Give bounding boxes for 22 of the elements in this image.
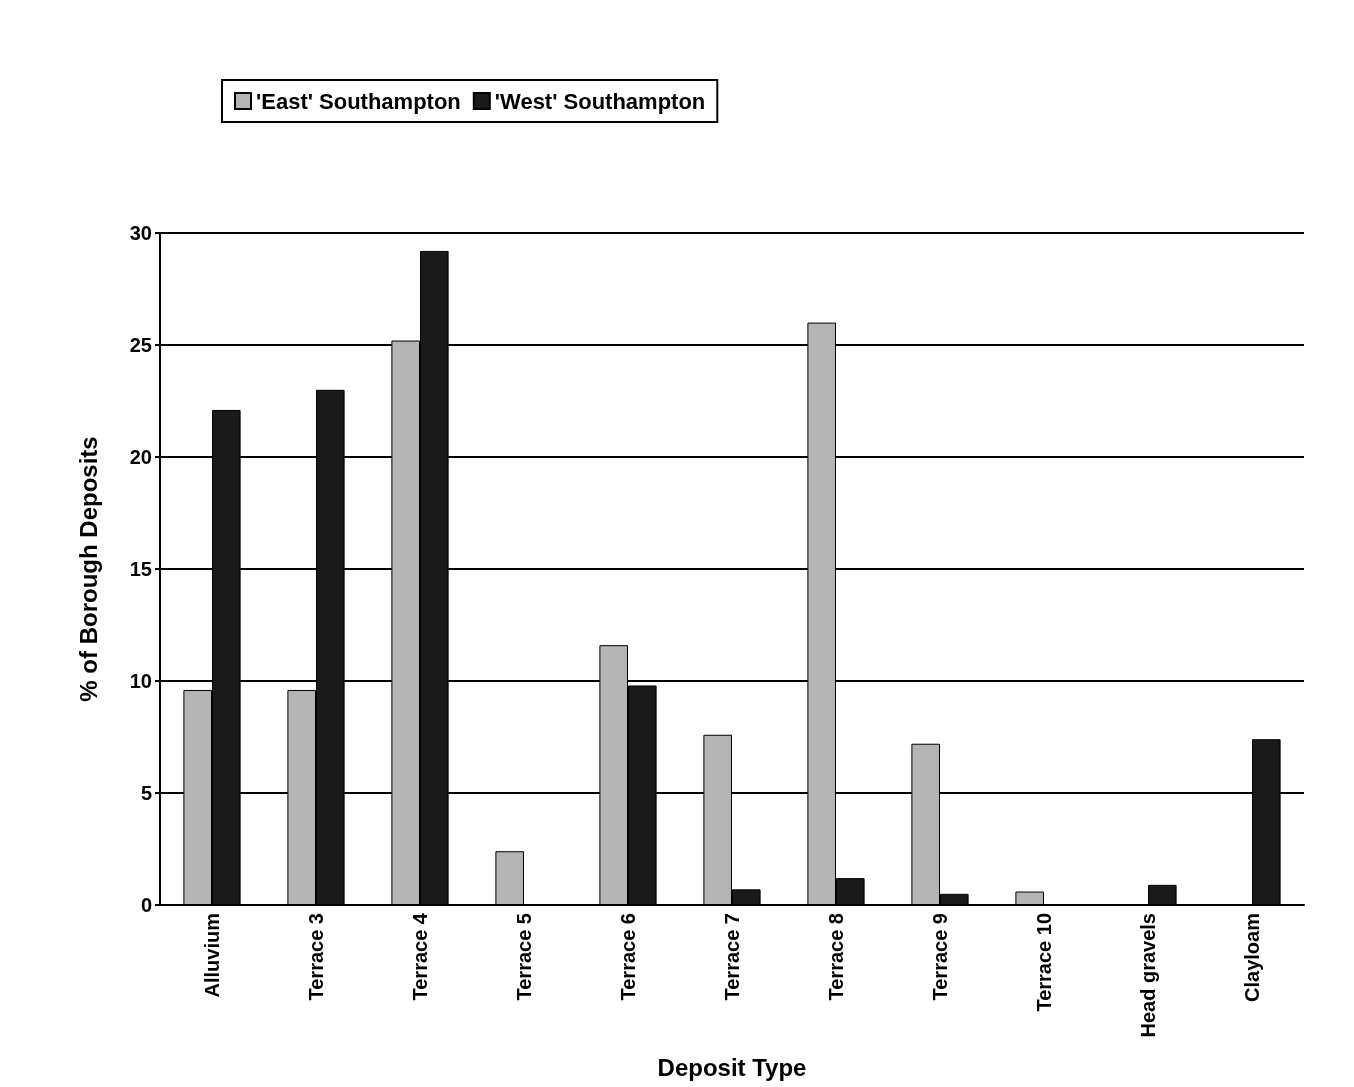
- x-tick-label: Terrace 6: [617, 913, 639, 1001]
- y-tick-label: 25: [129, 334, 152, 356]
- x-axis-title: Deposit Type: [657, 1053, 807, 1081]
- x-tick-label: Terrace 9: [929, 913, 951, 1001]
- x-tick-label: Alluvium: [201, 913, 223, 998]
- y-tick-label: 5: [140, 782, 152, 804]
- legend-label: 'East' Southampton: [256, 88, 461, 114]
- y-tick-label: 10: [129, 670, 152, 692]
- legend-label: 'West' Southampton: [494, 88, 706, 114]
- x-tick-label: Terrace 5: [513, 913, 535, 1001]
- y-tick-label: 20: [129, 446, 152, 468]
- x-tick-label: Terrace 10: [1033, 913, 1055, 1012]
- x-tick-label: Head gravels: [1137, 913, 1159, 1038]
- y-tick-label: 30: [129, 222, 152, 244]
- y-axis-title: % of Borough Deposits: [74, 436, 102, 702]
- y-tick-label: 0: [140, 894, 152, 916]
- x-tick-label: Terrace 4: [409, 912, 431, 1001]
- y-tick-label: 15: [129, 558, 152, 580]
- x-tick-label: Clayloam: [1241, 913, 1263, 1002]
- x-tick-label: Terrace 3: [305, 913, 327, 1001]
- x-tick-label: Terrace 8: [825, 913, 847, 1001]
- x-tick-label: Terrace 7: [721, 913, 743, 1001]
